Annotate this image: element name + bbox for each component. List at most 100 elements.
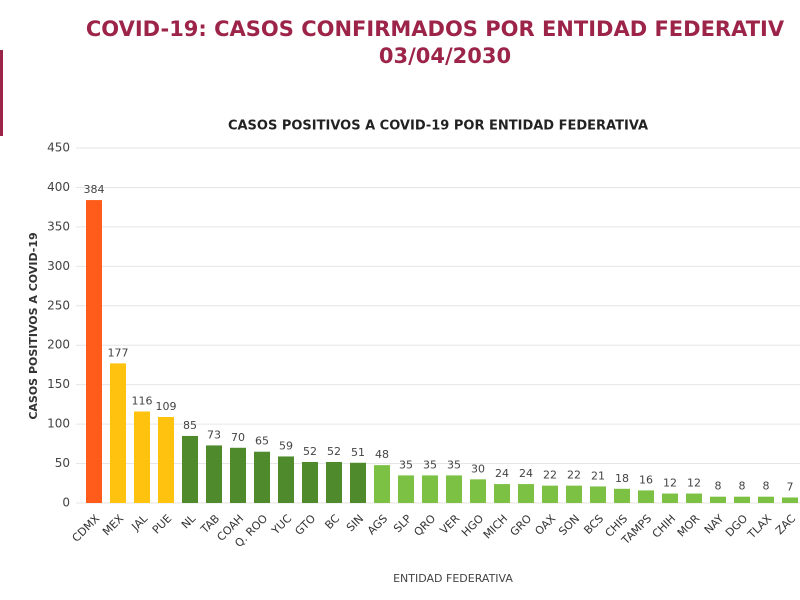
value-label: 8: [715, 480, 722, 493]
value-label: 51: [351, 446, 365, 459]
bar: [278, 456, 294, 503]
bar: [758, 496, 774, 503]
bar: [782, 497, 798, 503]
decor-bar: [0, 50, 3, 136]
value-label: 22: [567, 469, 581, 482]
x-tick-label: JAL: [129, 511, 151, 533]
x-tick-label: SLP: [391, 512, 414, 535]
bar: [206, 445, 222, 503]
value-label: 21: [591, 469, 605, 482]
bar: [350, 462, 366, 503]
y-tick-label: 250: [47, 298, 70, 312]
bar: [542, 485, 558, 503]
bar: [182, 435, 198, 503]
value-label: 18: [615, 472, 629, 485]
value-label: 22: [543, 469, 557, 482]
chart-title: COVID-19: CASOS CONFIRMADOS POR ENTIDAD …: [86, 17, 785, 41]
x-tick-label: CHIH: [650, 512, 679, 541]
value-label: 30: [471, 462, 485, 475]
bar: [734, 496, 750, 503]
value-label: 70: [231, 431, 245, 444]
value-label: 65: [255, 435, 269, 448]
value-label: 8: [739, 480, 746, 493]
x-tick-label: AGS: [365, 512, 390, 537]
x-tick-label: CDMX: [70, 512, 103, 545]
bar: [134, 411, 150, 503]
y-tick-label: 350: [47, 219, 70, 233]
value-label: 16: [639, 473, 653, 486]
x-tick-label: NAY: [702, 512, 727, 537]
value-label: 73: [207, 428, 221, 441]
value-label: 8: [763, 480, 770, 493]
value-label: 35: [399, 458, 413, 471]
bar: [254, 451, 270, 503]
bar: [710, 496, 726, 503]
bar: [158, 417, 174, 503]
y-tick-label: 0: [62, 496, 70, 510]
x-tick-label: GTO: [292, 512, 318, 538]
value-label: 85: [183, 419, 197, 432]
value-label: 48: [375, 448, 389, 461]
y-tick-label: 300: [47, 259, 70, 273]
bar: [662, 493, 678, 503]
y-tick-label: 450: [47, 141, 70, 155]
x-tick-label: PUE: [150, 512, 175, 537]
value-label: 35: [447, 458, 461, 471]
bar: [230, 447, 246, 503]
value-label: 24: [495, 467, 509, 480]
x-tick-label: NL: [179, 511, 199, 531]
value-label: 12: [687, 477, 701, 490]
y-axis-title: CASOS POSITIVOS A COVID-19: [27, 232, 40, 419]
value-label: 7: [787, 480, 794, 493]
x-axis-title: ENTIDAD FEDERATIVA: [393, 572, 513, 585]
value-label: 116: [132, 394, 153, 407]
y-tick-label: 150: [47, 377, 70, 391]
bar: [590, 486, 606, 503]
x-tick-label: SON: [556, 512, 582, 538]
bar: [686, 493, 702, 503]
x-tick-label: MOR: [675, 512, 703, 540]
value-label: 384: [84, 183, 105, 196]
bar: [494, 484, 510, 503]
bar: [446, 475, 462, 503]
bar: [374, 465, 390, 503]
x-tick-label: BCS: [581, 512, 606, 537]
x-tick-label: VER: [437, 512, 462, 537]
x-tick-label: OAX: [532, 512, 558, 538]
x-tick-label: SIN: [344, 512, 366, 534]
bar: [110, 363, 126, 503]
x-tick-label: DGO: [723, 512, 751, 540]
bar: [614, 488, 630, 503]
bar: [302, 461, 318, 503]
bar: [638, 490, 654, 503]
y-tick-label: 100: [47, 417, 70, 431]
bar: [398, 475, 414, 503]
x-tick-label: GRO: [507, 512, 534, 539]
value-label: 35: [423, 458, 437, 471]
x-tick-label: ZAC: [773, 512, 798, 537]
value-label: 177: [108, 346, 129, 359]
x-tick-label: BC: [322, 512, 342, 532]
value-label: 59: [279, 439, 293, 452]
bar: [86, 200, 102, 504]
value-label: 12: [663, 477, 677, 490]
x-tick-label: TLAX: [744, 512, 774, 542]
x-tick-label: MICH: [481, 512, 510, 541]
bar: [326, 461, 342, 503]
value-label: 24: [519, 467, 533, 480]
x-tick-label: YUC: [268, 512, 294, 538]
x-tick-label: QRO: [411, 512, 438, 539]
y-tick-label: 400: [47, 180, 70, 194]
value-label: 109: [156, 400, 177, 413]
x-tick-label: MEX: [100, 512, 126, 538]
bar: [422, 475, 438, 503]
bar: [518, 484, 534, 503]
chart-subtitle: CASOS POSITIVOS A COVID-19 POR ENTIDAD F…: [228, 119, 648, 134]
value-label: 52: [303, 445, 317, 458]
chart-date: 03/04/2030: [379, 44, 511, 68]
value-label: 52: [327, 445, 341, 458]
bar: [470, 479, 486, 503]
bar: [566, 485, 582, 503]
y-tick-label: 50: [55, 456, 70, 470]
